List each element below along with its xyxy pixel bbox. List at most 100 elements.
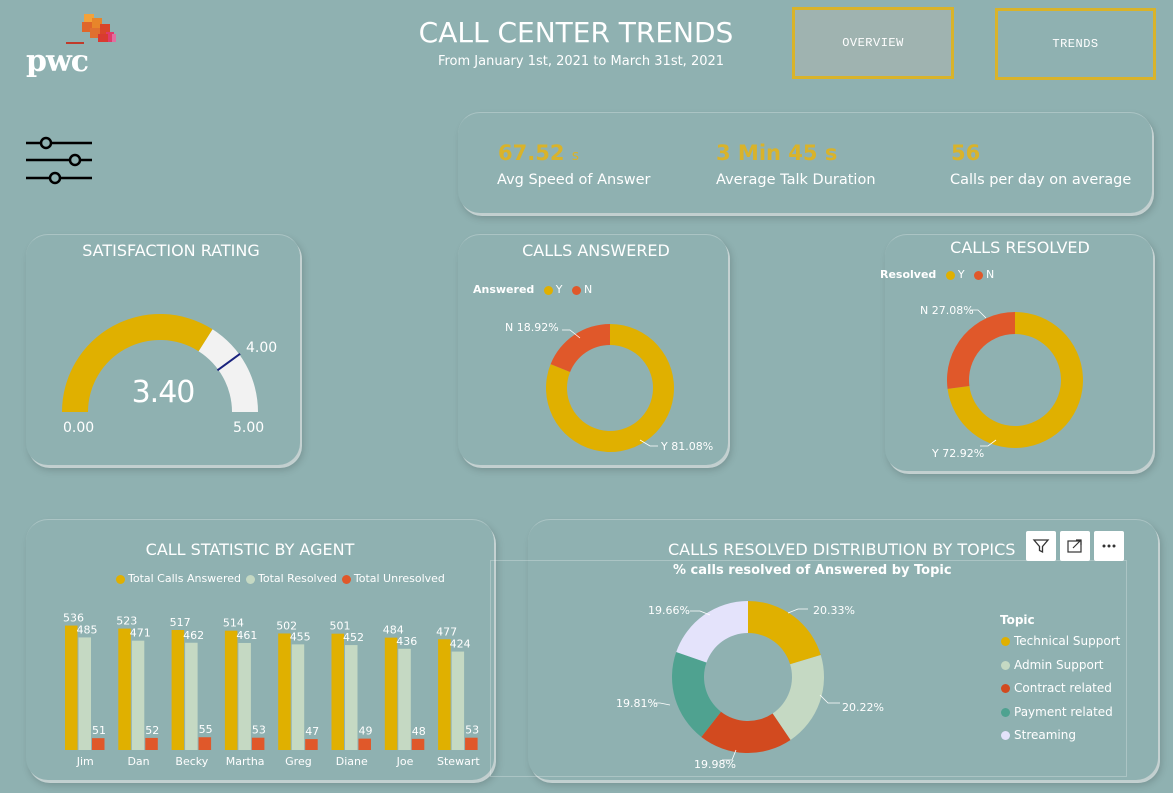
bar-martha-series-1 bbox=[238, 642, 251, 750]
resolved-legend-title: Resolved bbox=[880, 268, 937, 281]
topic-slice-4 bbox=[676, 601, 748, 663]
topic-legend-item[interactable]: Streaming bbox=[998, 728, 1076, 742]
bar-value-label: 517 bbox=[170, 616, 191, 629]
legend-dot-y bbox=[543, 285, 553, 295]
topics-title: CALLS RESOLVED DISTRIBUTION BY TOPICS bbox=[668, 540, 1016, 559]
legend-dot-n bbox=[572, 285, 582, 295]
legend-dot bbox=[1001, 707, 1010, 717]
topic-slice-1 bbox=[772, 655, 824, 740]
legend-dot bbox=[1001, 660, 1010, 670]
avg-speed-label: Avg Speed of Answer bbox=[497, 172, 651, 188]
topics-leader-lines bbox=[654, 608, 840, 761]
answered-donut bbox=[546, 324, 674, 452]
calls-per-day-label: Calls per day on average bbox=[950, 172, 1132, 188]
satisfaction-card bbox=[26, 234, 300, 465]
bar-dan-series-0 bbox=[118, 628, 131, 750]
avg-speed-unit: s bbox=[571, 148, 580, 164]
bar-value-label: 47 bbox=[305, 725, 319, 738]
bar-greg-series-2 bbox=[305, 739, 318, 750]
legend-label: Contract related bbox=[1014, 681, 1112, 695]
bar-becky-series-0 bbox=[171, 629, 185, 750]
filter-sliders-icon[interactable] bbox=[26, 136, 94, 186]
x-tick-label: Dan bbox=[127, 755, 149, 768]
bar-greg-series-0 bbox=[278, 633, 291, 750]
page-subtitle: From January 1st, 2021 to March 31st, 20… bbox=[437, 54, 725, 69]
pwc-logo-text: pwc bbox=[26, 44, 89, 79]
resolved-label-n: N 27.08% bbox=[920, 304, 974, 317]
resolved-legend-y: Y bbox=[957, 268, 965, 281]
legend-dot bbox=[341, 574, 351, 584]
focus-mode-icon[interactable] bbox=[1060, 531, 1090, 561]
x-tick-label: Diane bbox=[336, 755, 368, 768]
bar-stewart-series-1 bbox=[451, 651, 465, 750]
bar-value-label: 51 bbox=[92, 724, 106, 737]
resolved-slice-y bbox=[947, 312, 1083, 448]
answered-leader-lines bbox=[562, 329, 658, 447]
bar-dan-series-1 bbox=[131, 640, 145, 750]
bar-value-label: 49 bbox=[359, 725, 373, 738]
bar-value-label: 536 bbox=[63, 612, 84, 625]
bar-dan-series-2 bbox=[145, 737, 158, 750]
legend-label: Technical Support bbox=[1014, 634, 1121, 648]
topics-donut bbox=[672, 601, 824, 753]
answered-legend-n: N bbox=[584, 283, 593, 296]
bar-value-label: 471 bbox=[130, 627, 151, 640]
topics-card bbox=[528, 519, 1158, 780]
topic-legend-item[interactable]: Payment related bbox=[998, 705, 1113, 719]
filter-funnel-svg bbox=[1032, 539, 1050, 554]
topic-slice-3 bbox=[672, 651, 721, 737]
bar-joe-series-1 bbox=[398, 648, 411, 750]
calls-per-day-value: 56 bbox=[951, 141, 981, 165]
bar-greg-series-1 bbox=[291, 644, 305, 750]
bar-value-label: 452 bbox=[343, 631, 364, 644]
filter-icon[interactable] bbox=[1026, 531, 1056, 561]
legend-label: Total Unresolved bbox=[353, 572, 445, 585]
topic-legend-item[interactable]: Contract related bbox=[998, 681, 1112, 695]
bar-martha-series-2 bbox=[251, 737, 265, 750]
bar-value-label: 485 bbox=[77, 623, 98, 636]
overview-button[interactable]: OVERVIEW bbox=[792, 7, 954, 79]
agents-legend: Total Calls Answered Total Resolved Total … bbox=[116, 572, 445, 585]
x-tick-label: Jim bbox=[76, 755, 94, 768]
bar-value-label: 484 bbox=[383, 624, 404, 637]
gauge-target-label: 4.00 bbox=[246, 340, 278, 356]
legend-label: Payment related bbox=[1014, 704, 1113, 719]
answered-legend-title: Answered bbox=[473, 283, 535, 296]
more-options-icon[interactable] bbox=[1094, 531, 1124, 561]
avg-speed-value: 67.52 s bbox=[498, 141, 579, 165]
resolved-legend-n: N bbox=[986, 268, 995, 281]
bar-becky-series-2 bbox=[198, 737, 212, 750]
bar-value-label: 523 bbox=[116, 615, 137, 628]
resolved-legend: Resolved Y N bbox=[880, 268, 994, 281]
answered-slice-y bbox=[546, 324, 674, 452]
legend-dot bbox=[1001, 684, 1010, 693]
answered-label-n: N 18.92% bbox=[505, 321, 559, 334]
pwc-logo-mark bbox=[66, 14, 116, 44]
resolved-label-y: Y 72.92% bbox=[932, 447, 985, 460]
answered-label-y: Y 81.08% bbox=[661, 440, 714, 453]
answered-title: CALLS ANSWERED bbox=[522, 241, 670, 260]
focus-mode-svg bbox=[1067, 539, 1082, 553]
talk-duration-label: Average Talk Duration bbox=[716, 172, 876, 188]
bar-diane-series-0 bbox=[331, 633, 344, 750]
gauge-remaining-arc bbox=[198, 329, 258, 412]
bar-stewart-series-0 bbox=[438, 639, 451, 750]
x-tick-label: Joe bbox=[396, 755, 414, 768]
answered-slice-n bbox=[550, 324, 610, 372]
topic-legend-item[interactable]: Technical Support bbox=[998, 634, 1120, 648]
topic-legend-item[interactable]: Admin Support bbox=[998, 658, 1104, 672]
legend-dot bbox=[1001, 637, 1010, 646]
satisfaction-title: SATISFACTION RATING bbox=[82, 241, 260, 260]
gauge-value-arc bbox=[62, 314, 213, 412]
bar-value-label: 55 bbox=[199, 723, 213, 736]
legend-dot bbox=[1001, 731, 1010, 740]
legend-dot bbox=[116, 574, 125, 584]
avg-speed-number: 67.52 bbox=[498, 141, 565, 165]
bar-value-label: 53 bbox=[252, 724, 266, 737]
bar-value-label: 461 bbox=[236, 629, 257, 642]
bar-value-label: 455 bbox=[290, 630, 311, 643]
legend-label: Admin Support bbox=[1014, 657, 1104, 672]
bar-value-label: 48 bbox=[412, 725, 426, 738]
trends-button[interactable]: TRENDS bbox=[995, 8, 1156, 80]
